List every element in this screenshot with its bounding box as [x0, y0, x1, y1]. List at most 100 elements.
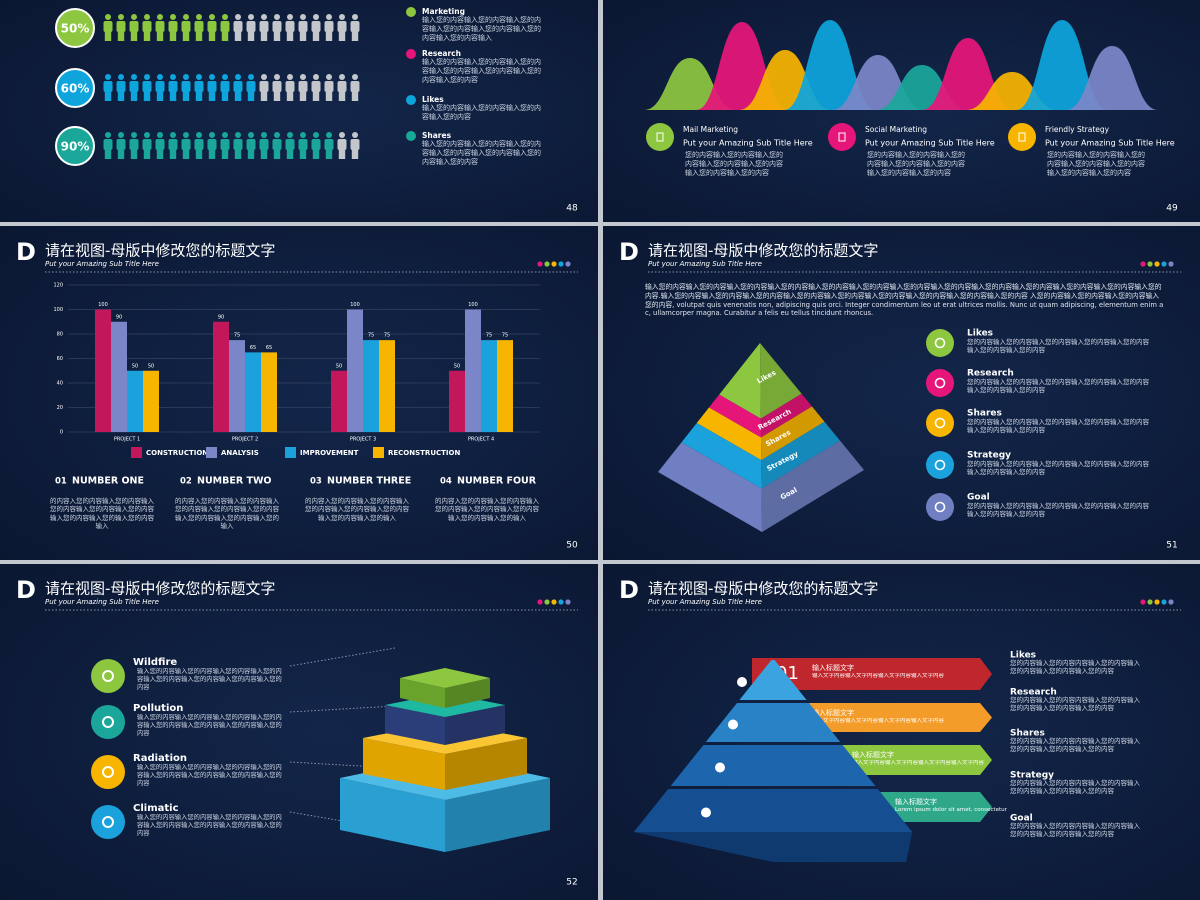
bar: [363, 340, 379, 432]
icon-circle: [926, 451, 954, 479]
person-legs: [156, 91, 164, 101]
text-box: 您的内容输入您的内容输入您的内容输入您的内容输入您的内容输入您的内容输入您的内容: [967, 338, 1149, 355]
person-head: [235, 132, 241, 138]
bar-value-label: 50: [454, 363, 460, 369]
text-box: 输入您的内容输入您的内容输入您的内容输入您的内容输入您的内容输入您的内容输入您的…: [422, 140, 541, 166]
slide-title: 请在视图-母版中修改您的标题文字: [45, 580, 275, 598]
bar-value-label: 50: [336, 363, 342, 369]
y-tick-label: 0: [60, 430, 63, 436]
paragraph: 的内容入您的内容输入您的内容输入您的内容输入您的内容输入您的内容输入您的内容输入…: [175, 497, 279, 531]
item-index: 03: [310, 477, 322, 487]
person-body: [142, 21, 152, 32]
bar: [379, 340, 395, 432]
person-head: [352, 14, 358, 20]
item-title: Pollution: [133, 703, 183, 714]
bar-value-label: 65: [250, 345, 256, 351]
y-tick-label: 100: [53, 307, 63, 313]
item-title: Mail Marketing: [683, 125, 738, 134]
person-head: [157, 14, 163, 20]
bell-shape: [1016, 20, 1108, 110]
slide-subtitle: Put your Amazing Sub Title Here: [648, 598, 762, 606]
paragraph: 您的内容输入您的内容输入您的内容输入您的内容输入您的内容输入您的内容输入您的内容: [967, 338, 1149, 355]
item-index: 02: [180, 477, 192, 487]
person-legs: [208, 149, 216, 159]
bullet: [406, 49, 416, 59]
person-legs: [312, 149, 320, 159]
paragraph: 输入您的内容输入您的内容输入您的内容输入您的内容输入您的内容输入您的内容输入您的…: [422, 16, 541, 43]
bar: [143, 370, 159, 432]
person-head: [170, 14, 176, 20]
text-box: 输入文字内容输入文字内容输入文字内容输入文字内容: [812, 673, 944, 679]
person-head: [157, 74, 163, 80]
pyramid-right-face: [760, 393, 812, 438]
paragraph: 输入文字内容输入文字内容输入文字内容输入文字内容: [852, 760, 985, 766]
paragraph: 的内容入您的内容输入您的内容输入您的内容输入您的内容输入您的内容输入您的内容输入…: [305, 497, 409, 522]
bar-value-label: 90: [116, 314, 122, 320]
paragraph: 输入您的内容输入您的内容输入您的内容输入您的内容: [422, 104, 541, 122]
percent-badge: [55, 8, 95, 48]
bar-value-label: 75: [486, 333, 492, 339]
text-box: 输入您的内容输入您的内容输入您的内容输入您的内容: [422, 104, 541, 122]
person-body: [129, 21, 139, 32]
deco-dot: [551, 599, 557, 605]
y-tick-label: 20: [57, 405, 63, 411]
connector: [289, 647, 396, 667]
paragraph: 您的内容输入您的内容内容输入您的内容输入您的内容输入您的内容输入您的内容: [1010, 737, 1140, 754]
person-body: [116, 21, 126, 32]
person-head: [274, 14, 280, 20]
item-title: Climatic: [133, 803, 179, 814]
paragraph: 输入您的内容输入您的内容输入您的内容输入您的内容输入您的内容输入您的内容输入您的…: [137, 714, 282, 738]
person-head: [326, 14, 332, 20]
person-legs: [130, 149, 138, 159]
text-box: 输入文字内容输入文字内容输入文字内容输入文字内容: [812, 718, 944, 724]
legend-swatch: [285, 447, 296, 458]
person-legs: [221, 91, 229, 101]
deco-dot: [537, 599, 543, 605]
text-box: 您的内容输入您的内容输入您的内容输入您的内容输入您的内容输入您的内容输入您的内容: [867, 151, 965, 177]
page-number: 51: [1166, 541, 1177, 551]
person-legs: [286, 149, 294, 159]
person-head: [339, 14, 345, 20]
person-legs: [247, 91, 255, 101]
person-head: [209, 132, 215, 138]
pyramid-right-face: [761, 440, 864, 532]
slide-subtitle: Put your Amazing Sub Title Here: [45, 260, 159, 268]
person-body: [233, 81, 243, 92]
person-body: [272, 139, 282, 150]
person-head: [131, 14, 137, 20]
deco-dot: [551, 261, 557, 267]
text-box: 您的内容输入您的内容输入您的内容输入您的内容输入您的内容输入您的内容输入您的内容: [685, 151, 783, 177]
text-box: 的内容入您的内容输入您的内容输入您的内容输入您的内容输入您的内容输入您的内容输入…: [175, 497, 279, 531]
bar: [95, 309, 111, 432]
icon-circle: [91, 705, 125, 739]
icon-glyph: [934, 377, 946, 389]
step-title: 输入标题文字: [895, 797, 937, 806]
step-title: 输入标题文字: [812, 663, 854, 672]
pyramid-layer: [633, 789, 913, 832]
bar-value-label: 100: [468, 302, 478, 308]
slide-title: 请在视图-母版中修改您的标题文字: [648, 242, 878, 260]
item-subtitle: Put your Amazing Sub Title Here: [865, 139, 995, 148]
person-body: [207, 139, 217, 150]
bar: [347, 309, 363, 432]
bar: [245, 352, 261, 432]
deco-dot: [1140, 261, 1146, 267]
person-body: [207, 81, 217, 92]
person-body: [103, 21, 113, 32]
icon-glyph: [934, 417, 946, 429]
person-legs: [234, 91, 242, 101]
pyramid-left-face: [719, 343, 761, 419]
legend-swatch: [206, 447, 217, 458]
pyramid-shade: [760, 343, 802, 419]
person-legs: [338, 31, 346, 41]
person-head: [170, 74, 176, 80]
person-head: [209, 74, 215, 80]
bar-value-label: 65: [266, 345, 272, 351]
person-legs: [195, 91, 203, 101]
person-head: [196, 74, 202, 80]
bullet: [406, 7, 416, 17]
text-box: 输入您的内容输入您的内容输入您的内容输入您的内容输入您的内容输入您的内容输入您的…: [422, 58, 541, 84]
person-legs: [312, 31, 320, 41]
